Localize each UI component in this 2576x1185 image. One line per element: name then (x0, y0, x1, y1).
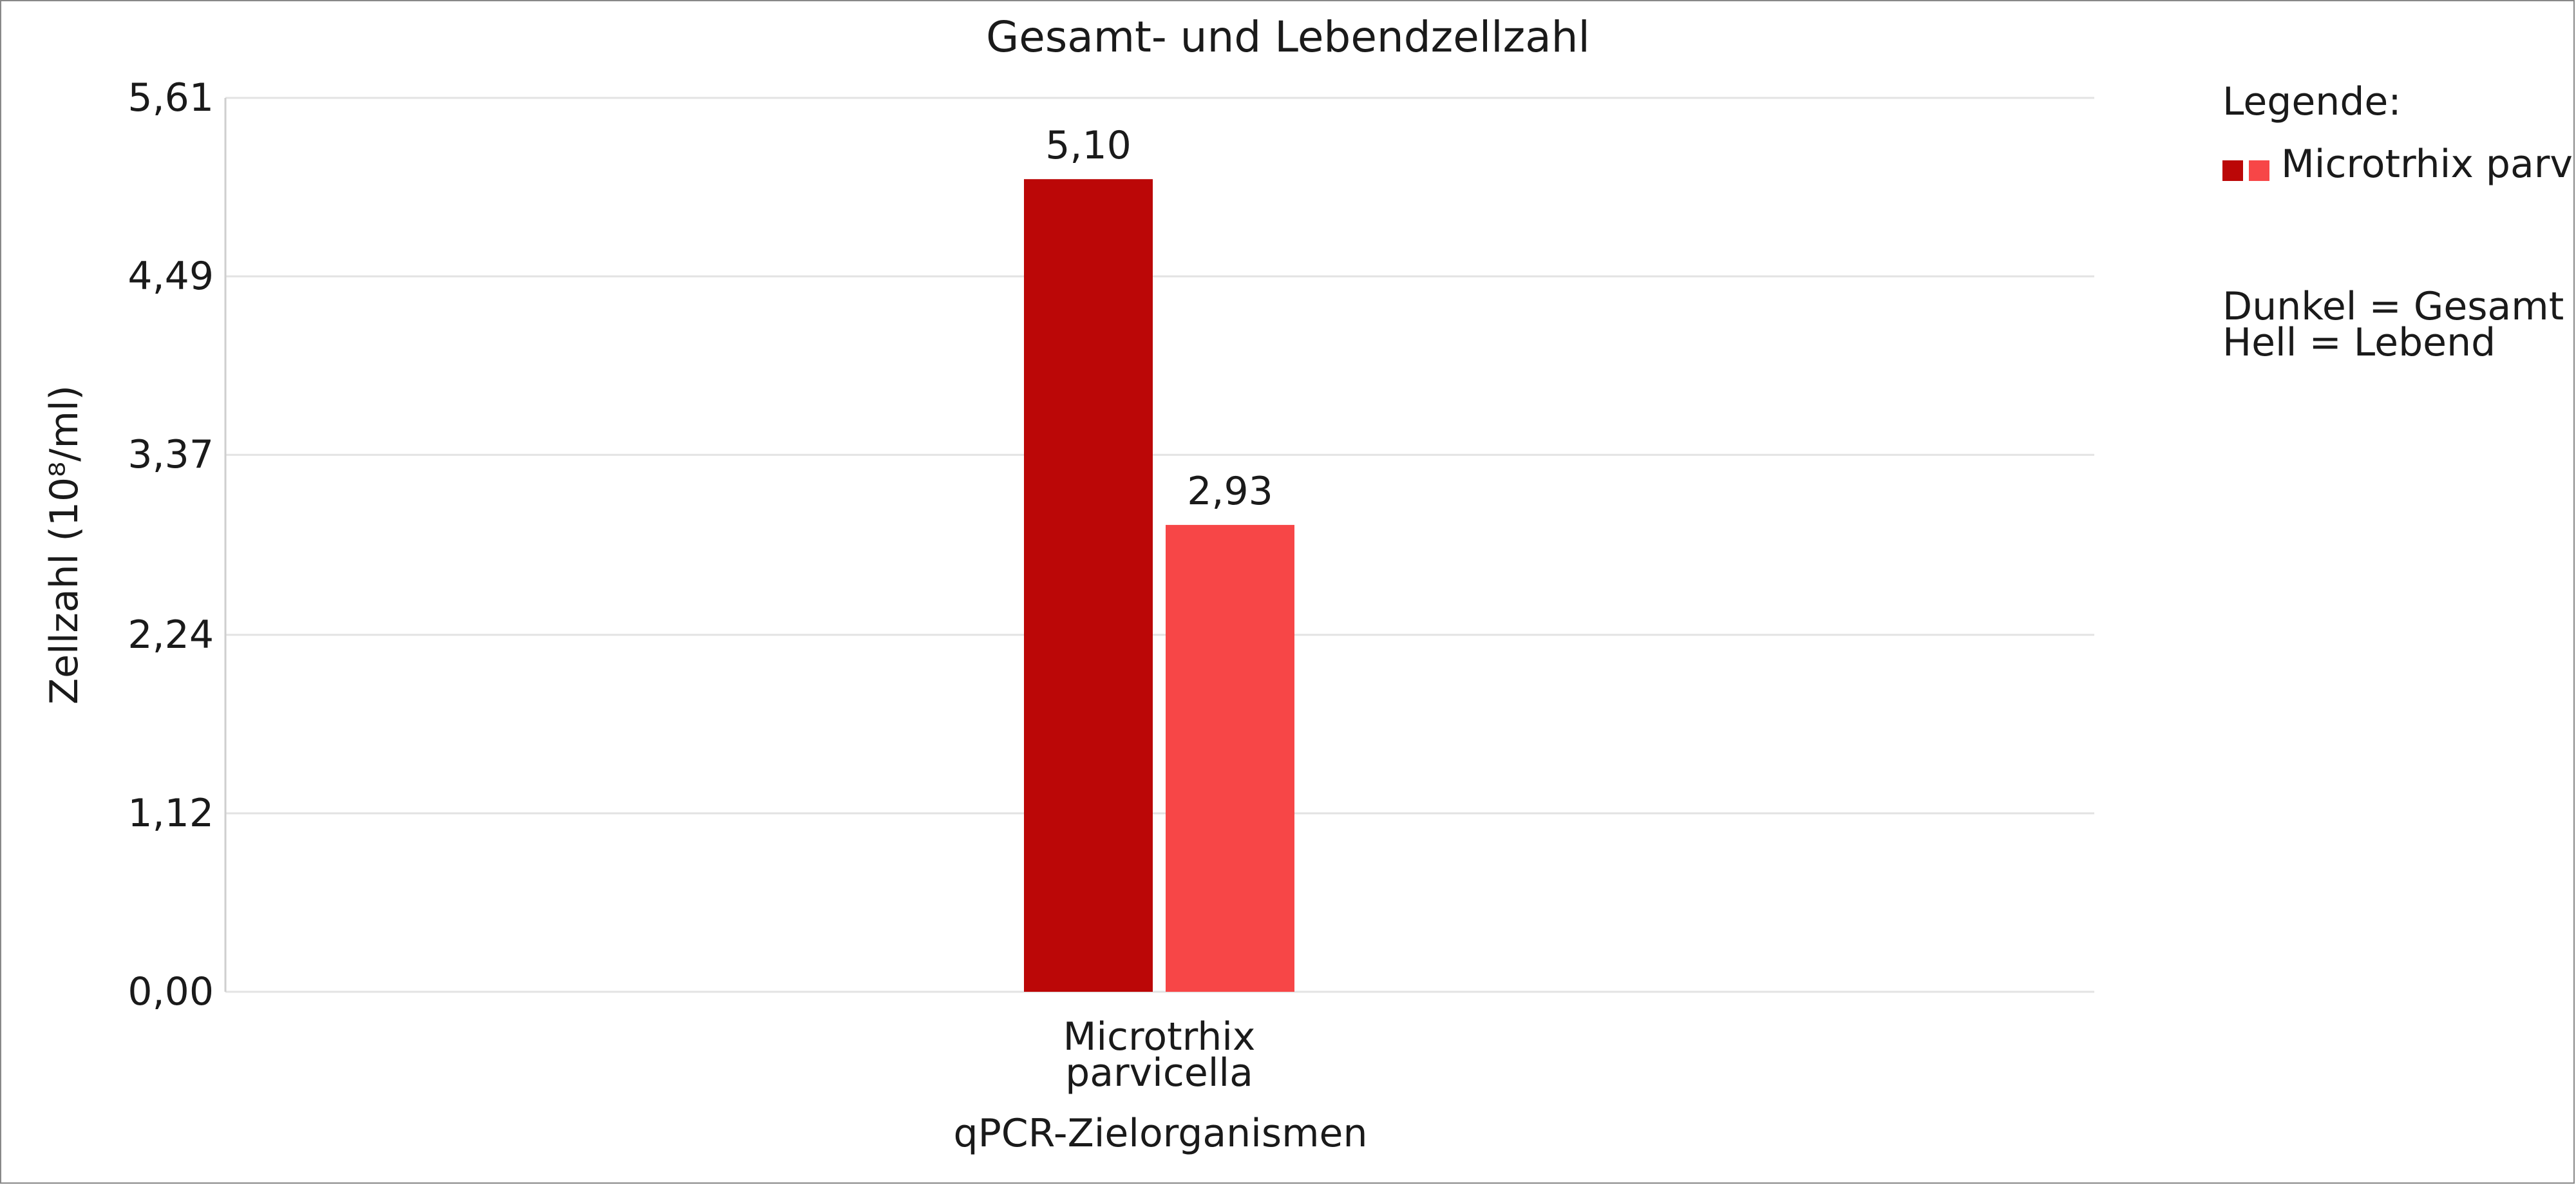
x-axis-label: qPCR-Zielorganismen (954, 1111, 1368, 1156)
y-tick-label: 1,12 (128, 791, 214, 836)
legend-swatch-dark (2222, 160, 2243, 181)
legend-swatch-light (2249, 160, 2269, 181)
legend-note-dark: Dunkel = Gesamt (2222, 284, 2564, 329)
bar-lebend (1166, 525, 1294, 992)
y-tick-label: 3,37 (128, 432, 214, 477)
bars: 5,10 2,93 (1024, 123, 1294, 992)
y-axis-label: Zellzahl (10⁸/ml) (42, 385, 87, 705)
x-category-label: Microtrhix (1063, 1014, 1256, 1059)
bar-gesamt (1024, 179, 1153, 992)
chart-title: Gesamt- und Lebendzellzahl (986, 12, 1590, 62)
y-tick-label: 0,00 (128, 969, 214, 1014)
legend-note-light: Hell = Lebend (2222, 320, 2496, 365)
y-tick-label: 2,24 (128, 612, 214, 658)
bar-value-label: 5,10 (1045, 123, 1132, 168)
y-tick-label: 4,49 (128, 254, 214, 299)
x-category-label: parvicella (1065, 1050, 1253, 1095)
legend-entry-label: Microtrhix parvicella (2281, 142, 2575, 187)
legend-heading: Legende: (2222, 79, 2401, 124)
legend: Legende: Microtrhix parvicella Dunkel = … (2222, 79, 2575, 365)
y-tick-label: 5,61 (128, 75, 214, 120)
gridlines (225, 97, 2094, 993)
y-axis-ticks: 0,00 1,12 2,24 3,37 4,49 5,61 (128, 75, 214, 1014)
bar-value-label: 2,93 (1187, 469, 1273, 514)
